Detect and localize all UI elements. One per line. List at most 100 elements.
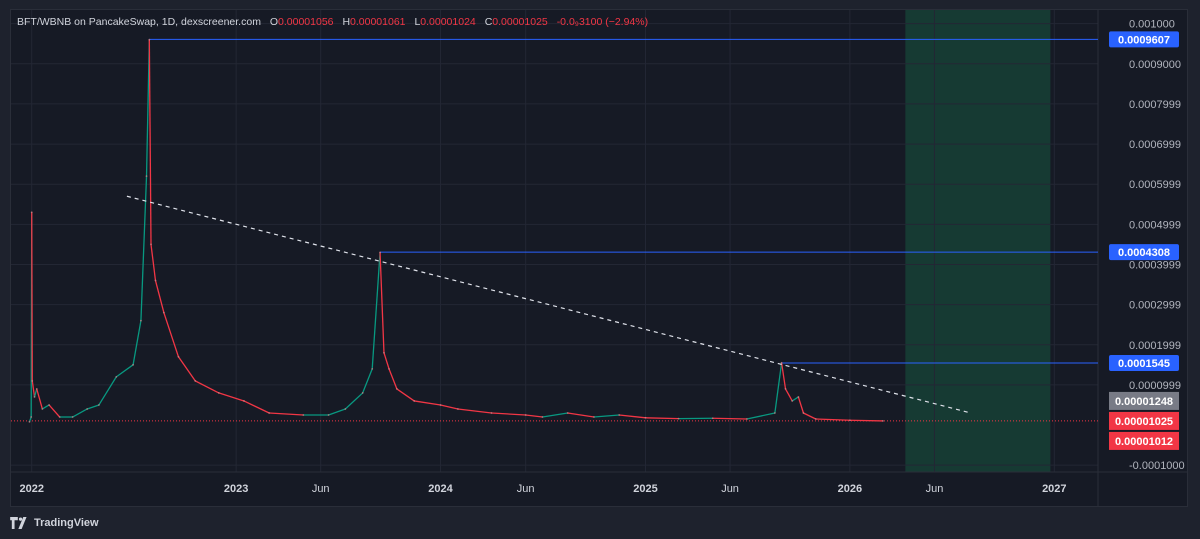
price-point <box>791 400 794 402</box>
price-segment <box>457 408 492 414</box>
price-point <box>413 400 416 402</box>
price-segment <box>31 380 36 398</box>
high-label: H <box>342 16 351 28</box>
price-segment <box>115 364 134 378</box>
price-point <box>784 388 787 390</box>
price-point <box>541 416 544 418</box>
price-segment <box>163 312 180 358</box>
high-value: 0.00001061 <box>350 16 406 28</box>
price-segment <box>645 417 679 420</box>
price-point <box>344 408 347 410</box>
level-price-tag <box>1109 31 1179 48</box>
current-price-text: 0.00001025 <box>1115 416 1173 428</box>
price-point <box>797 396 800 398</box>
level-price-text: 0.0009607 <box>1118 34 1170 46</box>
price-segment <box>140 176 148 321</box>
price-segment <box>815 418 850 421</box>
y-tick-label: 0.0009000 <box>1129 59 1181 71</box>
price-point <box>162 311 165 314</box>
x-tick-label: 2022 <box>19 483 43 495</box>
price-point <box>30 211 33 214</box>
level-price-tag <box>1109 244 1179 261</box>
price-segment <box>383 352 390 370</box>
price-point <box>593 416 595 418</box>
y-tick-label: 0.0002999 <box>1129 300 1181 312</box>
price-segment <box>388 368 398 390</box>
price-segment <box>849 419 883 422</box>
price-point <box>490 412 493 414</box>
chart-frame: 0.001000 0.0009000 0.0007999 0.0006999 0.000… <box>10 9 1188 507</box>
price-point <box>395 388 398 390</box>
price-segment <box>150 244 157 281</box>
open-value: 0.00001056 <box>278 16 334 28</box>
symbol-title[interactable]: BFT/WBNB on PancakeSwap, 1D, dexscreener… <box>17 16 261 28</box>
low-label: L <box>414 16 421 28</box>
current-price-text: 0.00001012 <box>1115 436 1173 448</box>
current-price-tag <box>1109 431 1179 450</box>
price-point <box>194 379 197 382</box>
price-point <box>48 404 50 406</box>
price-segment <box>780 362 787 390</box>
price-point <box>98 404 100 406</box>
price-segment <box>72 408 88 418</box>
price-point <box>745 418 748 420</box>
price-segment <box>98 376 117 406</box>
price-segment <box>396 388 415 402</box>
price-segment <box>542 412 568 418</box>
price-point <box>456 408 459 410</box>
x-tick-label: Jun <box>926 483 944 495</box>
price-segment <box>148 39 152 245</box>
price-segment <box>774 362 783 414</box>
x-tick-label: 2025 <box>633 483 657 495</box>
price-segment <box>525 414 543 418</box>
price-segment <box>42 404 50 410</box>
tradingview-logo-icon <box>10 517 27 529</box>
price-segment <box>344 392 364 410</box>
y-tick-label: 0.001000 <box>1129 19 1175 31</box>
projection-zone <box>905 10 1051 472</box>
price-point <box>383 351 385 354</box>
price-segment <box>797 396 805 414</box>
y-tick-label: 0.0005999 <box>1129 179 1181 191</box>
price-segment <box>177 356 196 382</box>
price-segment <box>593 414 620 418</box>
price-segment <box>491 412 526 416</box>
price-point <box>33 396 36 398</box>
price-segment <box>567 412 595 418</box>
price-point <box>644 416 647 419</box>
close-value: 0.00001025 <box>492 16 548 28</box>
price-segment <box>145 39 150 177</box>
price-segment <box>218 392 245 402</box>
price-point <box>148 38 151 41</box>
price-segment <box>328 408 346 416</box>
price-point <box>145 175 148 178</box>
price-point <box>677 417 680 420</box>
y-tick-label: 0.0000999 <box>1129 380 1181 392</box>
x-tick-label: Jun <box>312 483 330 495</box>
price-point <box>566 412 569 414</box>
price-segment <box>746 412 776 420</box>
price-point <box>439 404 442 406</box>
change-value: -0.0₉3100 (−2.94%) <box>556 16 649 28</box>
price-point <box>58 416 61 418</box>
price-point <box>268 412 271 414</box>
price-segment <box>362 368 373 394</box>
price-point <box>802 412 805 414</box>
price-point <box>243 400 245 402</box>
price-point <box>86 408 89 410</box>
grid-lines <box>11 10 1098 472</box>
price-segment <box>791 396 799 402</box>
price-point <box>154 279 157 282</box>
price-point <box>371 367 374 370</box>
price-segment <box>243 400 270 414</box>
x-tick-label: 2023 <box>224 483 248 495</box>
price-segment <box>33 388 38 398</box>
price-point <box>71 416 74 418</box>
price-point <box>388 367 390 370</box>
x-tick-label: 2024 <box>428 483 453 495</box>
price-point <box>41 408 44 410</box>
price-chart[interactable]: 0.001000 0.0009000 0.0007999 0.0006999 0.000… <box>11 10 1188 507</box>
price-point <box>150 243 152 246</box>
tradingview-brand[interactable]: TradingView <box>34 517 99 529</box>
price-point <box>31 379 34 382</box>
